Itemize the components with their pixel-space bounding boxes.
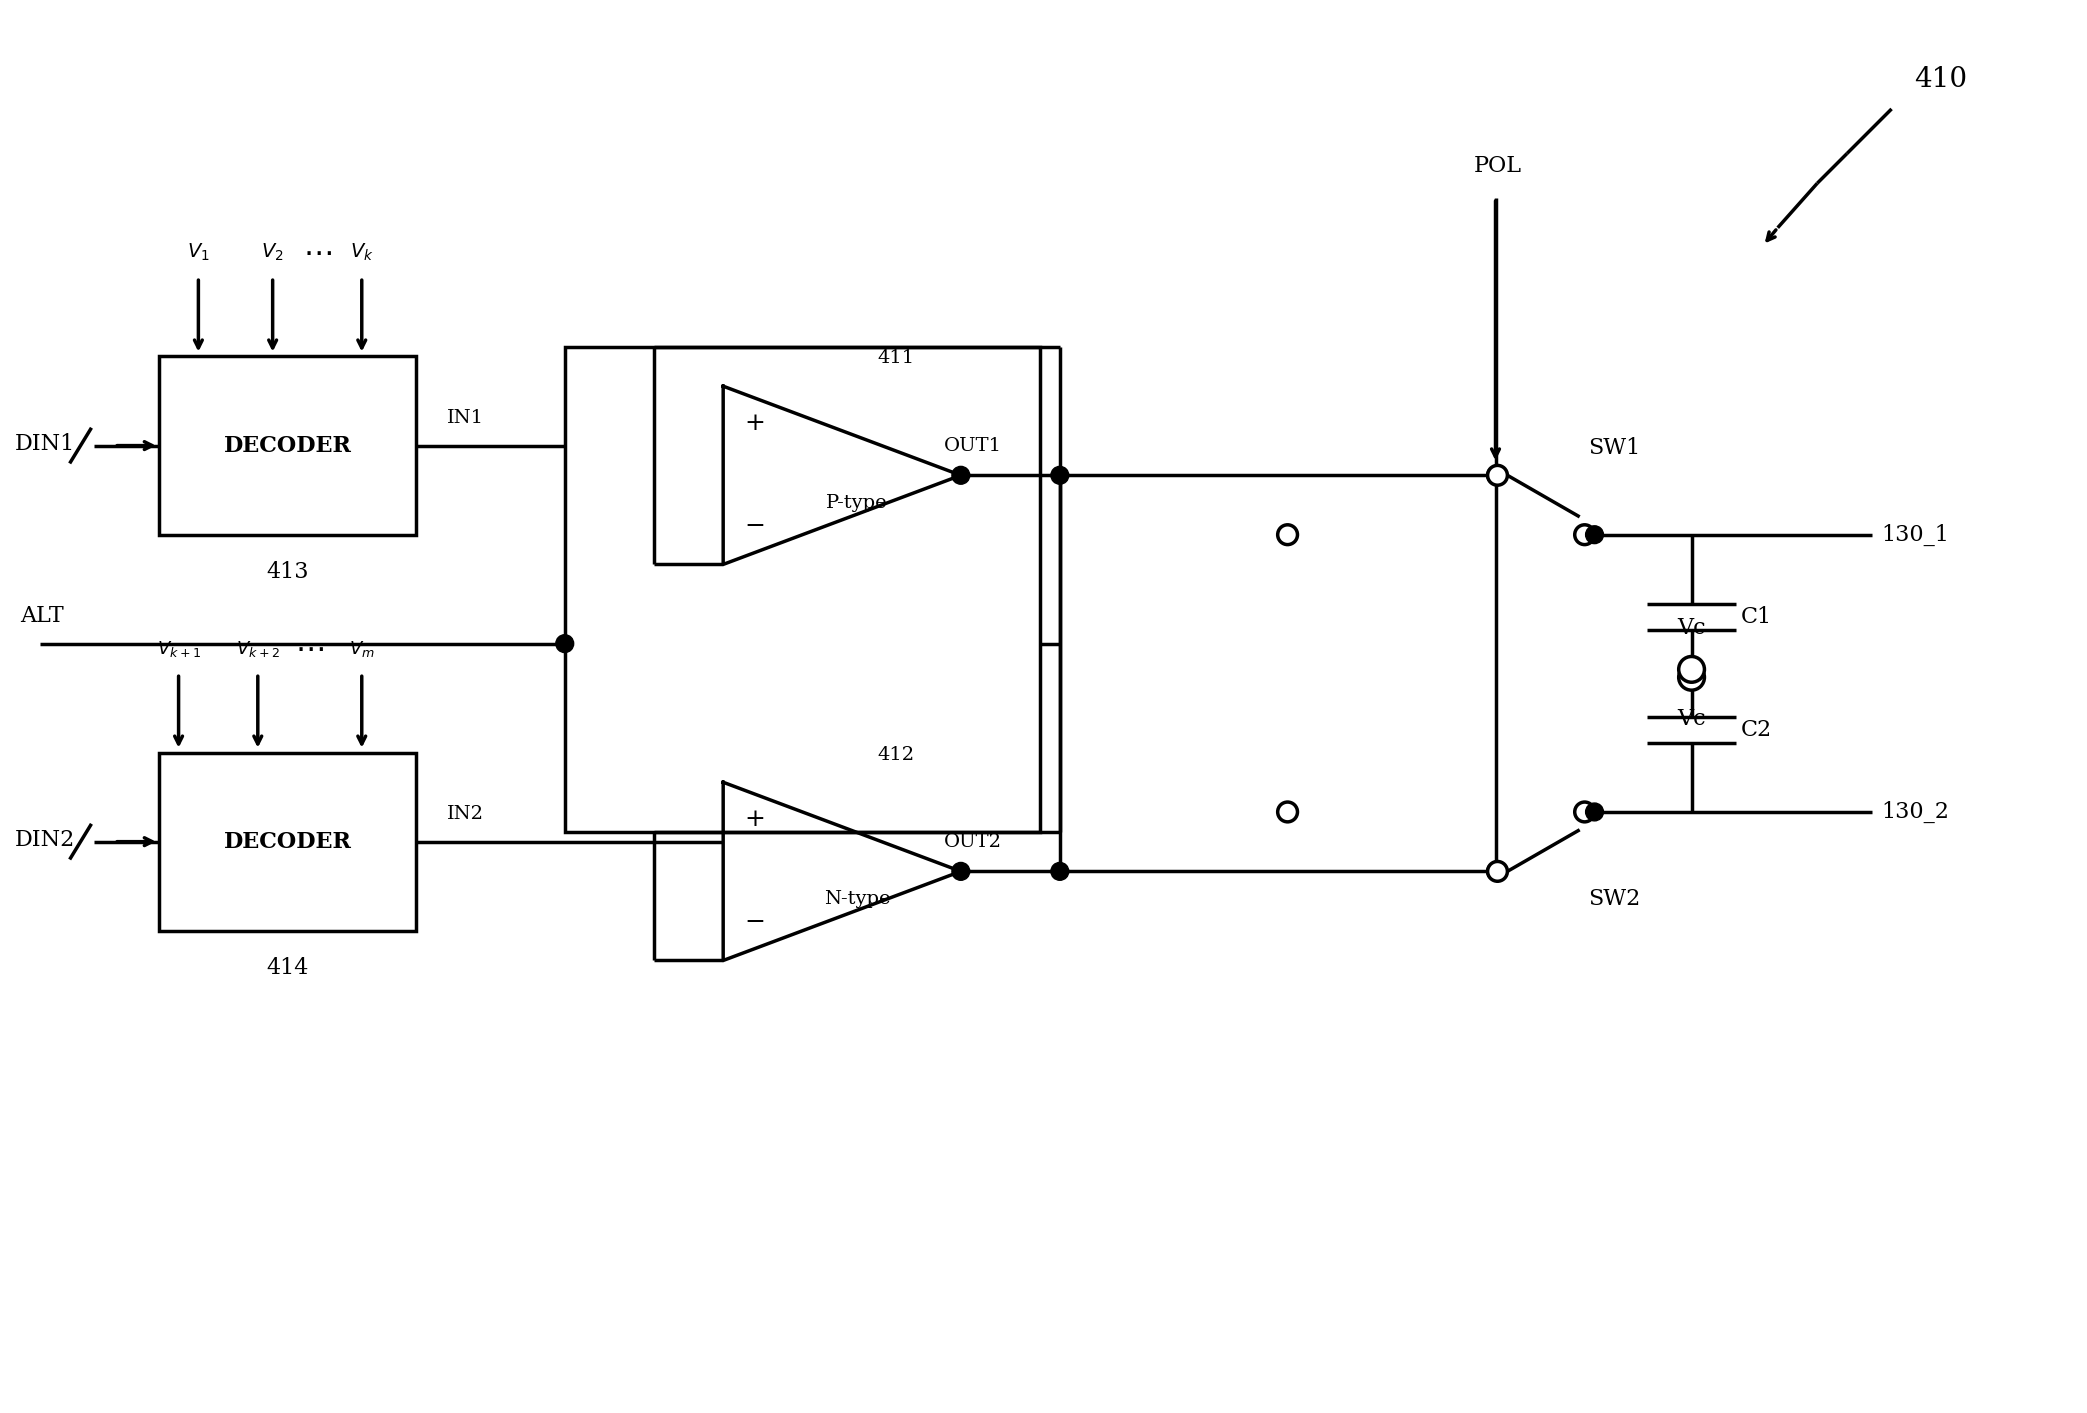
Circle shape	[1052, 862, 1069, 880]
Circle shape	[1486, 466, 1505, 485]
Text: $V_{k+2}$: $V_{k+2}$	[236, 639, 280, 658]
Text: IN1: IN1	[447, 408, 484, 427]
Bar	[159, 753, 415, 931]
Text: OUT1: OUT1	[943, 437, 1002, 455]
Circle shape	[1277, 524, 1298, 544]
Text: DECODER: DECODER	[223, 435, 351, 456]
Bar	[159, 356, 415, 534]
Text: 412: 412	[879, 746, 914, 763]
Bar	[566, 346, 1039, 832]
Text: SW2: SW2	[1588, 889, 1640, 910]
Circle shape	[1586, 803, 1603, 821]
Text: IN2: IN2	[447, 805, 484, 822]
Text: $\cdots$: $\cdots$	[296, 633, 323, 664]
Text: $V_2$: $V_2$	[261, 242, 284, 263]
Circle shape	[1576, 803, 1594, 822]
Text: +: +	[745, 808, 766, 831]
Circle shape	[1678, 664, 1705, 690]
Text: 130_2: 130_2	[1882, 801, 1949, 822]
Text: $V_m$: $V_m$	[349, 639, 376, 658]
Text: SW1: SW1	[1588, 437, 1640, 459]
Circle shape	[1576, 524, 1594, 544]
Text: $V_k$: $V_k$	[351, 242, 374, 263]
Text: 130_1: 130_1	[1882, 524, 1949, 545]
Text: 414: 414	[267, 958, 309, 979]
Text: P-type: P-type	[826, 495, 887, 512]
Text: DECODER: DECODER	[223, 831, 351, 852]
Circle shape	[1488, 862, 1507, 882]
Circle shape	[1277, 803, 1298, 822]
Text: −: −	[745, 911, 766, 934]
Text: DIN1: DIN1	[15, 432, 75, 455]
Circle shape	[1488, 465, 1507, 485]
Circle shape	[952, 862, 970, 880]
Circle shape	[1586, 526, 1603, 544]
Text: −: −	[745, 516, 766, 538]
Text: Vc: Vc	[1678, 617, 1705, 639]
Circle shape	[1052, 466, 1069, 485]
Text: POL: POL	[1473, 155, 1521, 178]
Text: $V_{k+1}$: $V_{k+1}$	[157, 639, 200, 658]
Text: Vc: Vc	[1678, 708, 1705, 731]
Circle shape	[952, 466, 970, 485]
Text: $V_1$: $V_1$	[188, 242, 211, 263]
Text: 413: 413	[267, 561, 309, 584]
Text: 410: 410	[1914, 66, 1968, 93]
Text: C2: C2	[1741, 719, 1772, 740]
Text: C1: C1	[1741, 606, 1772, 627]
Text: OUT2: OUT2	[943, 832, 1002, 851]
Text: +: +	[745, 413, 766, 435]
Text: DIN2: DIN2	[15, 828, 75, 851]
Circle shape	[1486, 862, 1505, 880]
Text: N-type: N-type	[824, 890, 889, 909]
Text: $\cdots$: $\cdots$	[303, 237, 332, 268]
Circle shape	[555, 634, 574, 653]
Text: ALT: ALT	[21, 605, 65, 627]
Text: 411: 411	[879, 349, 914, 367]
Circle shape	[1678, 657, 1705, 682]
